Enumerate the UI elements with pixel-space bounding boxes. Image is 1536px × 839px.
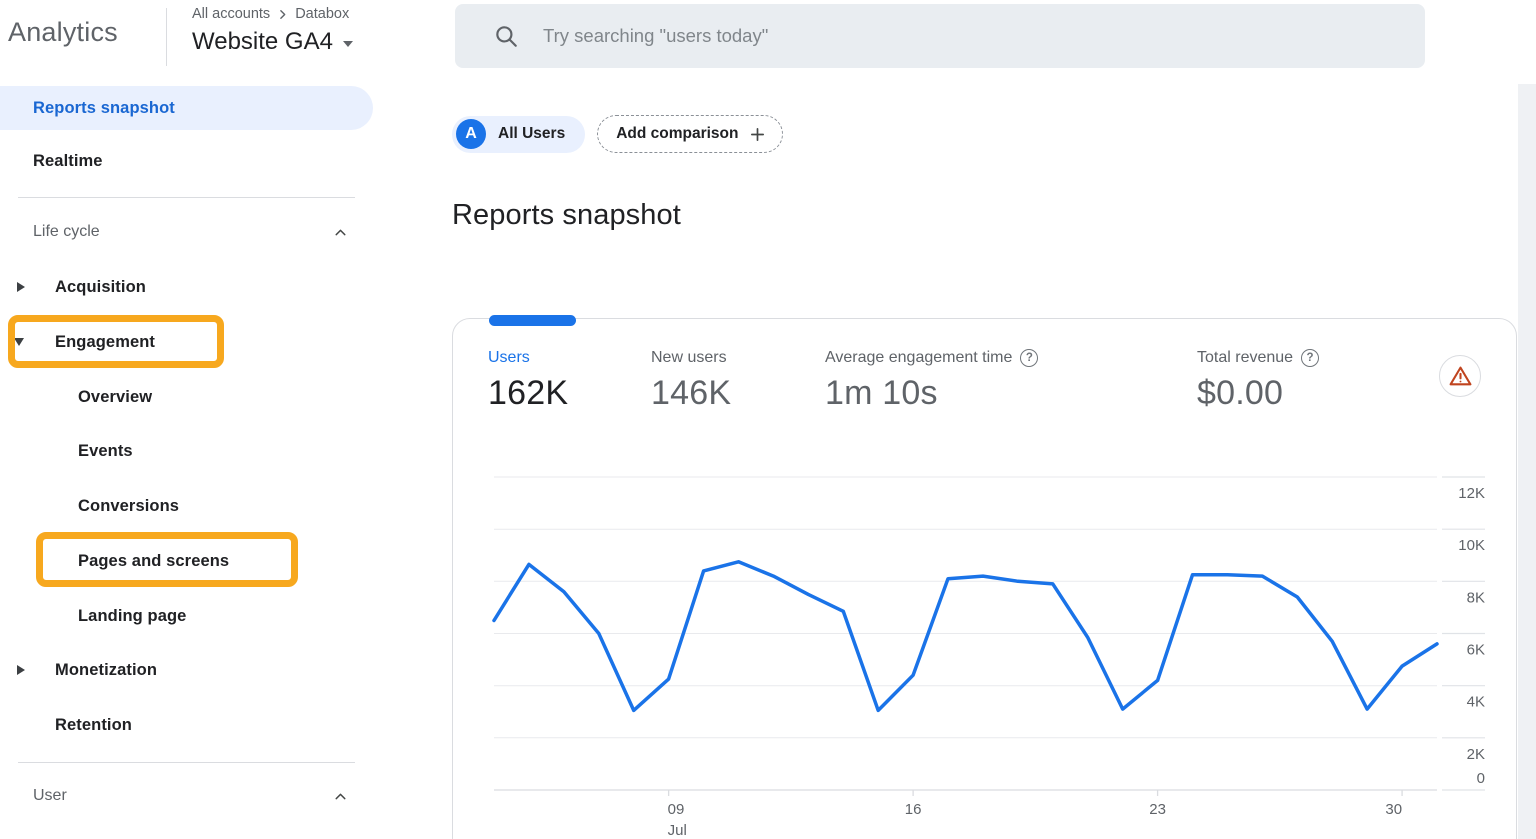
chevron-up-icon — [335, 793, 346, 799]
property-name: Website GA4 — [192, 28, 333, 55]
metric-value: 162K — [488, 374, 569, 412]
sidebar-section-user[interactable]: User — [0, 776, 373, 816]
metric-label: Total revenue — [1197, 349, 1294, 366]
sidebar-item-label: Conversions — [78, 496, 180, 515]
sidebar-item-realtime[interactable]: Realtime — [0, 141, 103, 181]
chevron-down-icon — [342, 41, 353, 47]
sidebar-item-label: Landing page — [78, 606, 187, 625]
sidebar-item-monetization[interactable]: Monetization — [0, 650, 373, 690]
breadcrumb-account[interactable]: All accounts — [192, 6, 271, 22]
chevron-up-icon — [335, 229, 346, 235]
svg-text:30: 30 — [1385, 801, 1402, 818]
sidebar-item-label: Reports snapshot — [33, 98, 175, 117]
svg-text:12K: 12K — [1458, 485, 1485, 502]
add-comparison-button[interactable]: Add comparison — [597, 115, 783, 153]
chevron-right-icon — [280, 9, 286, 19]
metric-tab-total-revenue[interactable]: Total revenue ? $0.00 — [1197, 349, 1320, 413]
app-title: Analytics — [8, 17, 118, 47]
add-comparison-label: Add comparison — [616, 125, 739, 142]
sidebar-item-reports-snapshot[interactable]: Reports snapshot — [0, 86, 373, 130]
svg-text:Jul: Jul — [668, 822, 687, 839]
metric-tab-avg-engagement-time[interactable]: Average engagement time ? 1m 10s — [825, 349, 1039, 413]
expand-arrow-icon[interactable] — [17, 665, 25, 675]
scrollbar-track[interactable] — [1518, 84, 1536, 839]
search-bar — [455, 4, 1425, 68]
sidebar-item-landing-page[interactable]: Landing page — [0, 596, 373, 636]
svg-text:23: 23 — [1149, 801, 1166, 818]
audience-avatar: A — [456, 119, 486, 149]
metric-value: 146K — [651, 374, 732, 412]
svg-text:6K: 6K — [1467, 642, 1485, 659]
breadcrumb-property[interactable]: Databox — [295, 6, 350, 22]
section-header-label: Life cycle — [33, 223, 100, 240]
all-users-label: All Users — [498, 125, 566, 142]
breadcrumb: All accounts Databox — [192, 4, 353, 24]
warning-triangle-icon — [1449, 366, 1471, 385]
metric-value: $0.00 — [1197, 374, 1284, 412]
sidebar-divider — [18, 762, 355, 763]
data-quality-warning-button[interactable] — [1439, 355, 1481, 397]
reports-snapshot-card: Users 162K New users 146K Average engage… — [452, 315, 1517, 839]
metric-tab-users[interactable]: Users 162K — [488, 349, 568, 413]
sidebar-item-label: Engagement — [55, 332, 156, 351]
metric-tab-new-users[interactable]: New users 146K — [651, 349, 731, 413]
sidebar-item-label: Events — [78, 441, 133, 460]
sidebar-item-label: Overview — [78, 387, 153, 406]
sidebar-item-events[interactable]: Events — [0, 431, 373, 471]
sidebar-item-label: Retention — [55, 715, 132, 734]
sidebar-item-label: Pages and screens — [78, 551, 230, 570]
comparison-bar: A All Users Add comparison — [452, 115, 783, 153]
svg-text:16: 16 — [905, 801, 922, 818]
all-users-chip[interactable]: A All Users — [452, 115, 586, 153]
svg-text:8K: 8K — [1467, 589, 1485, 606]
section-header-label: User — [33, 787, 67, 804]
users-over-time-line-chart: 12K 10K 8K 6K 4K 2K 0 09 Jul 16 23 30 — [492, 476, 1485, 839]
sidebar-item-label: Acquisition — [55, 277, 146, 296]
app-header: Analytics All accounts Databox Website G… — [0, 0, 1536, 76]
sidebar-item-pages-and-screens[interactable]: Pages and screens — [0, 541, 373, 581]
svg-text:0: 0 — [1477, 770, 1485, 787]
sidebar-item-acquisition[interactable]: Acquisition — [0, 267, 373, 307]
header-divider — [166, 8, 167, 66]
main-content: A All Users Add comparison Reports snaps… — [452, 75, 1518, 839]
metric-value: 1m 10s — [825, 374, 938, 412]
sidebar-item-label: Realtime — [33, 151, 103, 170]
account-property-selector: All accounts Databox Website GA4 — [192, 4, 353, 56]
svg-text:09: 09 — [668, 801, 685, 818]
plus-icon — [750, 127, 764, 141]
metric-label: Users — [488, 349, 530, 366]
page-title: Reports snapshot — [452, 199, 681, 231]
expand-arrow-icon[interactable] — [17, 282, 25, 292]
sidebar-item-retention[interactable]: Retention — [0, 705, 373, 745]
metric-label: New users — [651, 349, 727, 366]
report-nav-sidebar: Reports snapshot Realtime Life cycle Acq… — [0, 75, 430, 839]
help-icon[interactable]: ? — [1301, 349, 1320, 367]
property-switcher[interactable]: Website GA4 — [192, 28, 353, 56]
carousel-tab-indicator — [489, 315, 576, 326]
sidebar-item-label: Monetization — [55, 660, 158, 679]
metric-label: Average engagement time — [825, 349, 1013, 366]
search-icon — [496, 26, 517, 47]
svg-text:2K: 2K — [1467, 746, 1485, 763]
collapse-arrow-icon[interactable] — [14, 338, 24, 346]
sidebar-item-engagement[interactable]: Engagement — [0, 322, 373, 362]
sidebar-item-conversions[interactable]: Conversions — [0, 486, 373, 526]
svg-text:10K: 10K — [1458, 537, 1485, 554]
sidebar-section-life-cycle[interactable]: Life cycle — [0, 212, 373, 252]
search-input[interactable] — [543, 25, 1425, 47]
help-icon[interactable]: ? — [1020, 349, 1039, 367]
sidebar-item-overview[interactable]: Overview — [0, 377, 373, 417]
svg-text:4K: 4K — [1467, 694, 1485, 711]
sidebar-divider — [18, 197, 355, 198]
